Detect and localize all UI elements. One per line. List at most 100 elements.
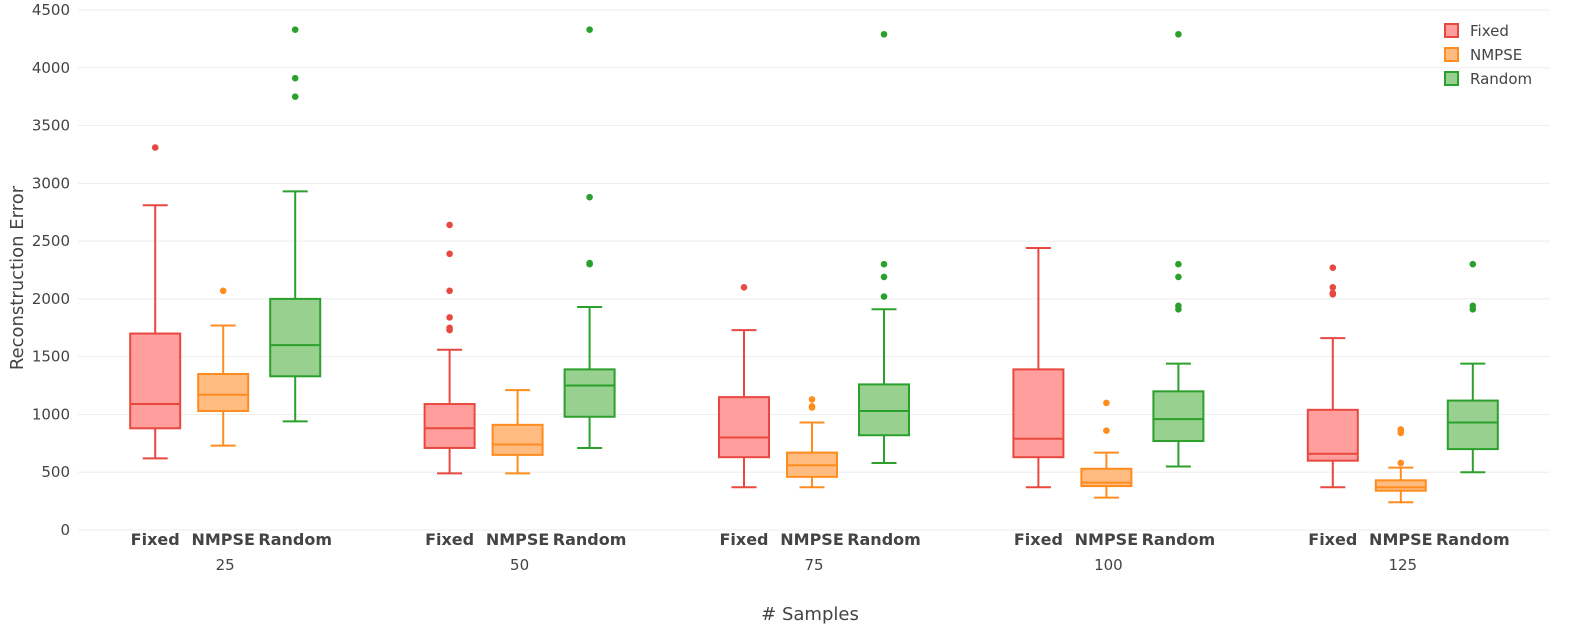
x-category-label: Fixed xyxy=(719,530,768,549)
y-tick-label: 1500 xyxy=(32,348,70,366)
outlier-point xyxy=(1329,284,1337,291)
y-axis-ticks: 0 500 1000 1500 2000 2500 3000 3500 4000 4500 xyxy=(32,1,70,539)
x-group-label: 100 xyxy=(1094,556,1123,574)
iqr-box xyxy=(1012,368,1065,459)
outlier-point xyxy=(808,403,816,410)
outlier-point xyxy=(1329,264,1337,271)
y-tick-label: 2000 xyxy=(32,290,70,308)
box-nmpse-75[interactable] xyxy=(786,396,838,489)
legend-swatch xyxy=(1444,71,1459,86)
legend-item-fixed[interactable]: Fixed xyxy=(1444,22,1509,40)
x-category-label: Random xyxy=(1436,530,1510,549)
outlier-point xyxy=(880,30,888,38)
x-group-label: 50 xyxy=(510,556,529,574)
legend-label: Random xyxy=(1470,70,1532,88)
legend-item-nmpse[interactable]: NMPSE xyxy=(1444,46,1522,64)
x-group-label: 25 xyxy=(216,556,235,574)
y-tick-label: 4500 xyxy=(32,1,70,19)
outlier-point xyxy=(1175,273,1182,281)
box-fixed-75[interactable] xyxy=(718,284,770,489)
outlier-point xyxy=(291,74,299,82)
boxes xyxy=(129,26,1499,504)
box-nmpse-100[interactable] xyxy=(1080,399,1133,499)
iqr-box xyxy=(718,396,770,459)
y-tick-label: 500 xyxy=(41,463,70,481)
outlier-point xyxy=(1103,427,1110,434)
y-tick-label: 4000 xyxy=(32,59,70,77)
outlier-point xyxy=(880,260,888,268)
box-fixed-25[interactable] xyxy=(129,144,182,460)
box-fixed-125[interactable] xyxy=(1306,264,1359,489)
outlier-point xyxy=(446,287,453,295)
outlier-point xyxy=(1469,260,1477,268)
y-axis-title: Reconstruction Error xyxy=(7,185,28,370)
outlier-point xyxy=(586,193,593,201)
legend-swatch xyxy=(1444,47,1459,62)
outlier-point xyxy=(1103,399,1110,407)
x-category-label: NMPSE xyxy=(1075,530,1139,549)
y-tick-label: 3500 xyxy=(32,117,70,135)
y-tick-label: 3000 xyxy=(32,174,70,192)
iqr-box xyxy=(858,383,910,437)
x-category-label: Fixed xyxy=(1014,530,1063,549)
x-category-label: Random xyxy=(258,530,332,549)
x-category-label: Random xyxy=(847,530,921,549)
gridlines xyxy=(78,9,1550,531)
x-category-label: NMPSE xyxy=(191,530,255,549)
x-category-label: NMPSE xyxy=(1369,530,1433,549)
outlier-point xyxy=(1175,30,1182,38)
box-nmpse-25[interactable] xyxy=(197,287,250,447)
legend-item-random[interactable]: Random xyxy=(1444,70,1532,88)
outlier-point xyxy=(586,259,593,267)
iqr-box xyxy=(563,368,616,418)
x-category-label: Random xyxy=(553,530,627,549)
legend-swatch xyxy=(1444,23,1459,38)
legend-label: Fixed xyxy=(1470,22,1509,40)
iqr-box xyxy=(1152,390,1205,443)
outlier-point xyxy=(446,250,453,258)
box-random-75[interactable] xyxy=(858,30,910,464)
x-category-label: NMPSE xyxy=(486,530,550,549)
iqr-box xyxy=(491,423,544,456)
outlier-point xyxy=(1397,459,1405,467)
outlier-point xyxy=(1329,289,1337,297)
outlier-point xyxy=(446,314,453,321)
outlier-point xyxy=(740,284,748,291)
box-fixed-50[interactable] xyxy=(423,221,476,475)
outlier-point xyxy=(291,26,299,33)
x-category-label: Fixed xyxy=(131,530,180,549)
box-nmpse-125[interactable] xyxy=(1374,426,1427,504)
iqr-box xyxy=(423,403,476,449)
x-category-label: NMPSE xyxy=(780,530,844,549)
outlier-point xyxy=(1397,426,1405,433)
outlier-point xyxy=(1175,260,1182,268)
y-tick-label: 0 xyxy=(60,521,70,539)
outlier-point xyxy=(880,293,888,300)
outlier-point xyxy=(446,221,453,229)
x-axis-title: # Samples xyxy=(761,604,859,625)
outlier-point xyxy=(808,396,816,403)
outlier-point xyxy=(586,26,593,33)
box-fixed-100[interactable] xyxy=(1012,247,1065,489)
legend-label: NMPSE xyxy=(1470,46,1522,64)
outlier-point xyxy=(1175,302,1182,310)
x-category-label: Fixed xyxy=(1308,530,1357,549)
outlier-point xyxy=(291,93,299,100)
iqr-box xyxy=(129,332,182,430)
box-random-125[interactable] xyxy=(1446,260,1499,474)
legend[interactable]: Fixed NMPSE Random xyxy=(1444,22,1532,88)
box-random-100[interactable] xyxy=(1152,30,1205,468)
box-random-25[interactable] xyxy=(269,26,322,423)
x-group-label: 125 xyxy=(1388,556,1417,574)
x-category-label: Fixed xyxy=(425,530,474,549)
y-tick-label: 1000 xyxy=(32,405,70,423)
outlier-point xyxy=(446,324,453,332)
outlier-point xyxy=(880,273,888,281)
iqr-box xyxy=(1306,408,1359,462)
box-nmpse-50[interactable] xyxy=(491,389,544,475)
iqr-box xyxy=(269,297,322,378)
box-random-50[interactable] xyxy=(563,26,616,449)
